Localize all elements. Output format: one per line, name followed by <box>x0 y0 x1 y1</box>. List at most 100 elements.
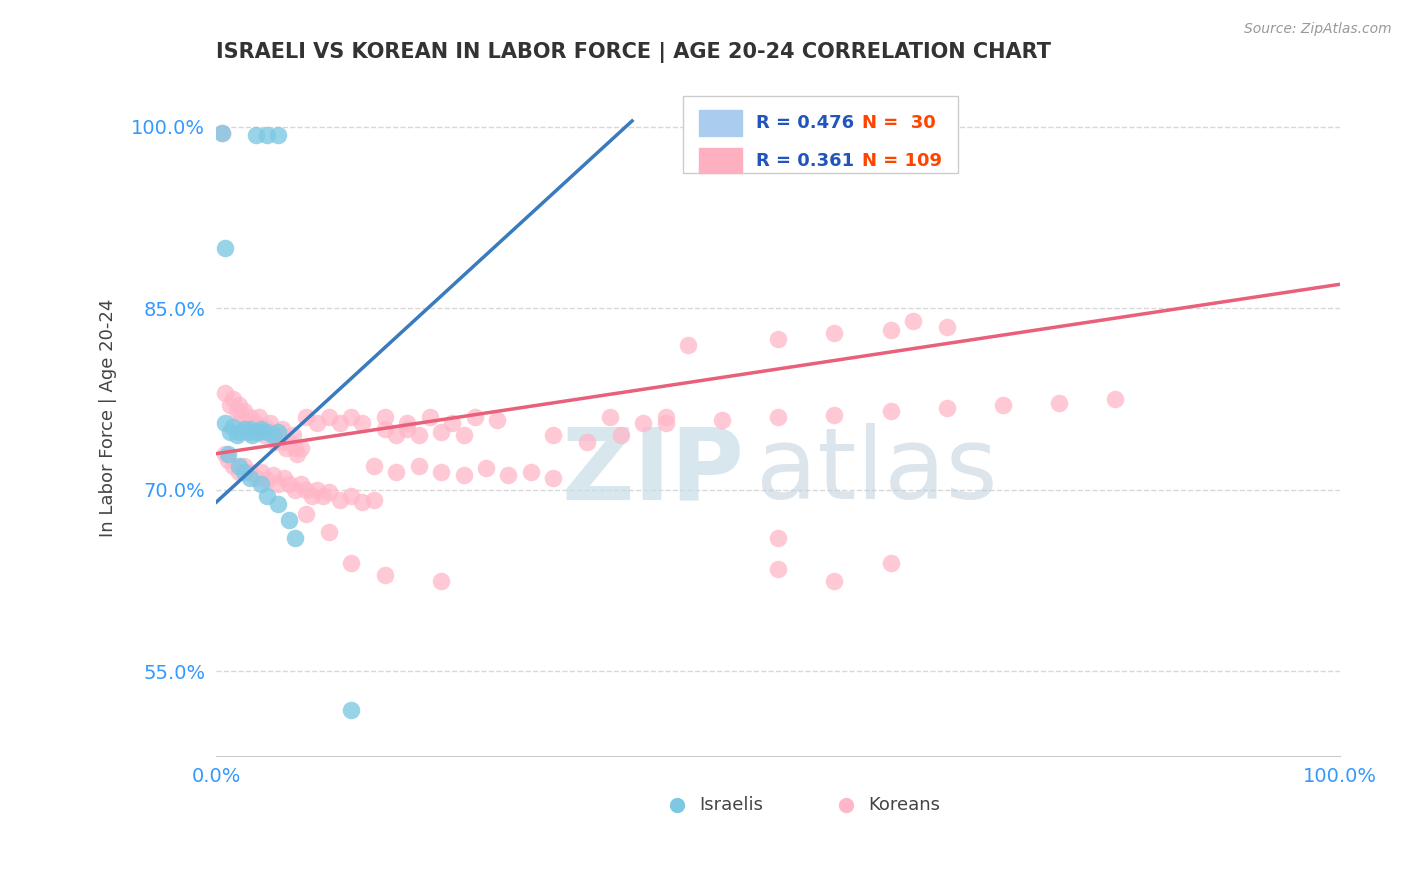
Point <box>318 485 340 500</box>
Point <box>274 441 297 455</box>
Point <box>441 417 464 431</box>
Point <box>823 326 845 340</box>
Bar <box>700 148 742 173</box>
Point <box>1104 392 1126 407</box>
Point <box>222 420 245 434</box>
Point <box>879 404 901 418</box>
Point <box>453 468 475 483</box>
Point <box>262 468 284 483</box>
Point <box>270 422 292 436</box>
Point <box>218 425 240 439</box>
Point <box>273 434 295 449</box>
Point <box>486 413 509 427</box>
Point <box>329 417 352 431</box>
Point <box>233 458 256 473</box>
Point <box>284 532 307 546</box>
Point <box>245 128 267 143</box>
FancyBboxPatch shape <box>683 95 957 173</box>
Text: R = 0.476: R = 0.476 <box>755 114 853 132</box>
Point <box>710 413 733 427</box>
Point <box>374 422 396 436</box>
Point <box>374 410 396 425</box>
Point <box>233 422 256 436</box>
Text: ISRAELI VS KOREAN IN LABOR FORCE | AGE 20-24 CORRELATION CHART: ISRAELI VS KOREAN IN LABOR FORCE | AGE 2… <box>217 42 1052 62</box>
Point <box>236 425 259 439</box>
Point <box>250 422 273 436</box>
Point <box>262 428 284 442</box>
Point <box>240 428 263 442</box>
Point <box>259 417 281 431</box>
Point <box>543 471 565 485</box>
Point <box>263 434 285 449</box>
Point <box>295 483 318 497</box>
Point <box>250 422 273 436</box>
Y-axis label: In Labor Force | Age 20-24: In Labor Force | Age 20-24 <box>100 298 117 536</box>
Text: ZIP: ZIP <box>561 423 744 520</box>
Point <box>329 492 352 507</box>
Point <box>236 417 259 431</box>
Point <box>247 425 270 439</box>
Text: R = 0.361: R = 0.361 <box>755 152 853 169</box>
Point <box>385 465 408 479</box>
Point <box>430 465 453 479</box>
Point <box>520 465 543 479</box>
Point <box>239 471 262 485</box>
Point <box>245 417 267 431</box>
Point <box>576 434 599 449</box>
Point <box>217 452 239 467</box>
Point <box>228 398 250 412</box>
Point <box>543 428 565 442</box>
Point <box>295 507 318 521</box>
Point <box>352 417 374 431</box>
Point <box>247 410 270 425</box>
Point <box>267 476 290 491</box>
Point <box>256 425 278 439</box>
Point <box>278 476 301 491</box>
Text: N =  30: N = 30 <box>862 114 936 132</box>
Text: atlas: atlas <box>755 423 997 520</box>
Bar <box>700 111 742 136</box>
Point <box>252 428 274 442</box>
Point <box>307 483 329 497</box>
Point <box>396 422 419 436</box>
Point <box>245 425 267 439</box>
Point <box>290 476 312 491</box>
Point <box>430 425 453 439</box>
Point <box>284 441 307 455</box>
Point <box>214 386 236 401</box>
Point <box>610 428 633 442</box>
Text: N = 109: N = 109 <box>862 152 942 169</box>
Text: Israelis: Israelis <box>700 796 763 814</box>
Point <box>766 561 789 575</box>
Point <box>766 410 789 425</box>
Point <box>464 410 486 425</box>
Point <box>233 404 256 418</box>
Point <box>267 425 290 439</box>
Point <box>307 417 329 431</box>
Point <box>214 417 236 431</box>
Point <box>599 410 621 425</box>
Point <box>408 458 430 473</box>
Text: Koreans: Koreans <box>868 796 941 814</box>
Point <box>225 404 247 418</box>
Point <box>879 556 901 570</box>
Point <box>228 425 250 439</box>
Point <box>991 398 1014 412</box>
Point <box>211 126 233 140</box>
Point <box>419 410 441 425</box>
Point <box>312 489 335 503</box>
Point <box>295 410 318 425</box>
Point <box>285 447 308 461</box>
Point <box>823 574 845 588</box>
Point <box>222 392 245 407</box>
Point <box>363 458 385 473</box>
Point <box>385 428 408 442</box>
Point <box>228 465 250 479</box>
Point <box>217 447 239 461</box>
Point <box>498 468 520 483</box>
Point <box>901 313 924 327</box>
Point <box>228 458 250 473</box>
Point <box>267 128 290 143</box>
Point <box>935 401 957 415</box>
Point <box>278 434 301 449</box>
